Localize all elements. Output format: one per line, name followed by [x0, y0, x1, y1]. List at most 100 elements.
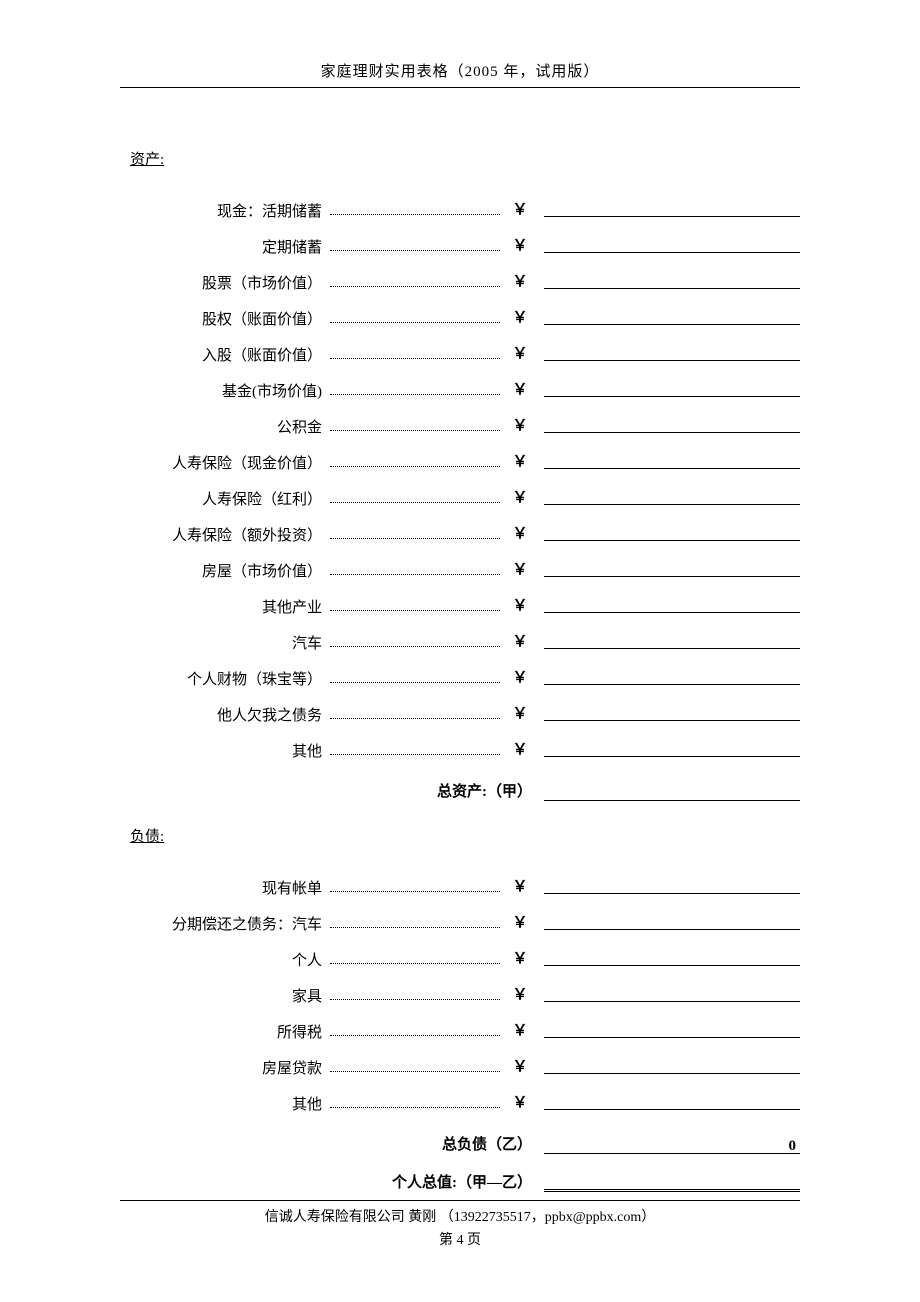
assets-heading: 资产: — [130, 148, 800, 169]
asset-value-input[interactable] — [544, 347, 800, 361]
asset-value-input[interactable] — [544, 563, 800, 577]
asset-value-input[interactable] — [544, 599, 800, 613]
asset-label: 公积金 — [120, 416, 330, 437]
leader-dots — [330, 1094, 500, 1108]
leader-dots — [330, 705, 500, 719]
asset-value-input[interactable] — [544, 275, 800, 289]
leader-dots — [330, 561, 500, 575]
asset-row: 其他￥ — [120, 727, 800, 761]
liability-value-input[interactable] — [544, 1060, 800, 1074]
currency-symbol: ￥ — [500, 911, 540, 934]
leader-dots — [330, 309, 500, 323]
asset-label: 汽车 — [120, 632, 330, 653]
asset-label: 他人欠我之债务 — [120, 704, 330, 725]
footer-company: 信诚人寿保险有限公司 黄刚 （13922735517，ppbx@ppbx.com… — [0, 1207, 920, 1229]
leader-dots — [330, 878, 500, 892]
asset-value-input[interactable] — [544, 203, 800, 217]
leader-dots — [330, 273, 500, 287]
footer-rule — [120, 1200, 800, 1201]
asset-label: 股权（账面价值） — [120, 308, 330, 329]
leader-dots — [330, 741, 500, 755]
total-assets-label: 总资产:（甲） — [120, 780, 540, 801]
leader-dots — [330, 525, 500, 539]
asset-value-input[interactable] — [544, 527, 800, 541]
liability-label: 分期偿还之债务：汽车 — [120, 913, 330, 934]
currency-symbol: ￥ — [500, 1091, 540, 1114]
total-liabilities-label: 总负债（乙） — [120, 1133, 540, 1154]
assets-section: 现金：活期储蓄￥定期储蓄￥股票（市场价值）￥股权（账面价值）￥入股（账面价值）￥… — [120, 187, 800, 761]
liability-value-input[interactable] — [544, 952, 800, 966]
asset-value-input[interactable] — [544, 707, 800, 721]
leader-dots — [330, 1022, 500, 1036]
asset-row: 人寿保险（额外投资） ￥ — [120, 511, 800, 545]
leader-dots — [330, 669, 500, 683]
leader-dots — [330, 597, 500, 611]
asset-value-input[interactable] — [544, 419, 800, 433]
asset-label: 入股（账面价值） — [120, 344, 330, 365]
asset-row: 其他产业 ￥ — [120, 583, 800, 617]
liability-value-input[interactable] — [544, 988, 800, 1002]
currency-symbol: ￥ — [500, 378, 540, 401]
document-page: 家庭理财实用表格（2005 年，试用版） 资产: 现金：活期储蓄￥定期储蓄￥股票… — [0, 0, 920, 1192]
currency-symbol: ￥ — [500, 486, 540, 509]
liability-row: 现有帐单 ￥ — [120, 864, 800, 898]
currency-symbol: ￥ — [500, 558, 540, 581]
liability-label: 房屋贷款 — [120, 1057, 330, 1078]
currency-symbol: ￥ — [500, 1055, 540, 1078]
currency-symbol: ￥ — [500, 522, 540, 545]
asset-value-input[interactable] — [544, 491, 800, 505]
asset-row: 人寿保险（红利）￥ — [120, 475, 800, 509]
asset-value-input[interactable] — [544, 455, 800, 469]
asset-row: 汽车￥ — [120, 619, 800, 653]
currency-symbol: ￥ — [500, 450, 540, 473]
asset-value-input[interactable] — [544, 743, 800, 757]
leader-dots — [330, 950, 500, 964]
liability-value-input[interactable] — [544, 1024, 800, 1038]
liability-label: 个人 — [120, 949, 330, 970]
asset-row: 他人欠我之债务￥ — [120, 691, 800, 725]
asset-value-input[interactable] — [544, 635, 800, 649]
total-assets-row: 总资产:（甲） — [120, 763, 800, 801]
asset-row: 定期储蓄￥ — [120, 223, 800, 257]
leader-dots — [330, 201, 500, 215]
currency-symbol: ￥ — [500, 875, 540, 898]
asset-value-input[interactable] — [544, 383, 800, 397]
asset-label: 房屋（市场价值） — [120, 560, 330, 581]
asset-label: 其他产业 — [120, 596, 330, 617]
leader-dots — [330, 381, 500, 395]
asset-value-input[interactable] — [544, 671, 800, 685]
net-worth-row: 个人总值:（甲—乙） — [120, 1154, 800, 1192]
net-worth-value[interactable] — [544, 1176, 800, 1192]
net-worth-label: 个人总值:（甲—乙） — [120, 1171, 540, 1192]
currency-symbol: ￥ — [500, 414, 540, 437]
asset-row: 股票（市场价值）￥ — [120, 259, 800, 293]
liability-row: 所得税￥ — [120, 1008, 800, 1042]
total-assets-value[interactable] — [544, 785, 800, 801]
asset-row: 入股（账面价值）￥ — [120, 331, 800, 365]
liability-row: 家具 ￥ — [120, 972, 800, 1006]
asset-label: 其他 — [120, 740, 330, 761]
currency-symbol: ￥ — [500, 666, 540, 689]
asset-label: 人寿保险（额外投资） — [120, 524, 330, 545]
liability-value-input[interactable] — [544, 1096, 800, 1110]
asset-value-input[interactable] — [544, 239, 800, 253]
footer-page-number: 第 4 页 — [0, 1230, 920, 1252]
asset-row: 公积金 ￥ — [120, 403, 800, 437]
asset-value-input[interactable] — [544, 311, 800, 325]
currency-symbol: ￥ — [500, 1019, 540, 1042]
leader-dots — [330, 417, 500, 431]
liabilities-heading: 负债: — [130, 825, 800, 846]
leader-dots — [330, 986, 500, 1000]
liability-row: 个人￥ — [120, 936, 800, 970]
currency-symbol: ￥ — [500, 983, 540, 1006]
currency-symbol: ￥ — [500, 594, 540, 617]
liability-label: 现有帐单 — [120, 877, 330, 898]
liability-value-input[interactable] — [544, 916, 800, 930]
page-footer: 信诚人寿保险有限公司 黄刚 （13922735517，ppbx@ppbx.com… — [0, 1200, 920, 1252]
liability-value-input[interactable] — [544, 880, 800, 894]
currency-symbol: ￥ — [500, 234, 540, 257]
asset-row: 个人财物（珠宝等）￥ — [120, 655, 800, 689]
total-liabilities-row: 总负债（乙） 0 — [120, 1116, 800, 1154]
currency-symbol: ￥ — [500, 198, 540, 221]
liability-label: 家具 — [120, 985, 330, 1006]
